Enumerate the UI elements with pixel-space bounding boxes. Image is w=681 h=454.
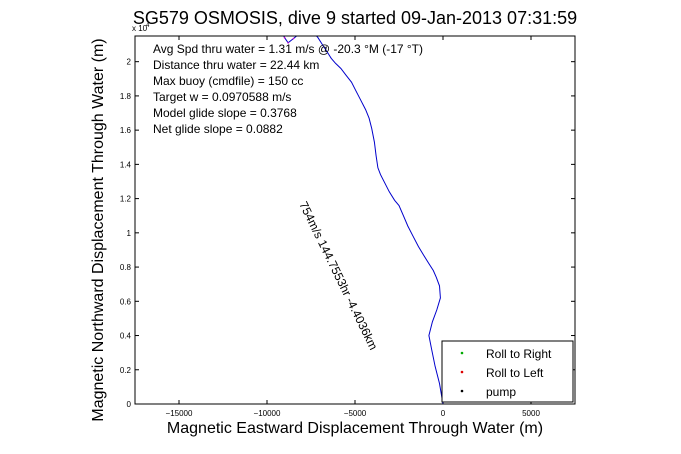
y-tick-label: 0.6 xyxy=(120,297,132,306)
y-tick-label: 2 xyxy=(127,58,132,67)
y-axis-label: Magnetic Northward Displacement Through … xyxy=(90,38,107,421)
legend-box xyxy=(441,340,574,403)
y-tick-label: 1.2 xyxy=(120,195,132,204)
x-tick-label: −5000 xyxy=(344,409,367,418)
stats-annotations: Avg Spd thru water = 1.31 m/s @ -20.3 °M… xyxy=(153,42,423,136)
stats-annotation: Max buoy (cmdfile) = 150 cc xyxy=(153,74,303,88)
stats-annotation: Distance thru water = 22.44 km xyxy=(153,58,319,72)
legend-label: pump xyxy=(486,385,516,399)
stats-annotation: Net glide slope = 0.0882 xyxy=(153,122,283,136)
x-tick-label: 0 xyxy=(441,409,446,418)
legend-marker xyxy=(460,389,464,393)
y-exponent-base: x 10 xyxy=(132,24,148,33)
series-point xyxy=(287,42,289,44)
series-layer xyxy=(280,30,444,404)
stats-annotation: Avg Spd thru water = 1.31 m/s @ -20.3 °M… xyxy=(153,42,423,56)
series-line xyxy=(283,36,444,404)
x-tick-label: 5000 xyxy=(522,409,540,418)
plot-frame xyxy=(134,35,576,405)
y-tick-label: 0.2 xyxy=(120,366,132,375)
series-point xyxy=(283,36,286,39)
legend-label: Roll to Left xyxy=(486,366,544,380)
y-tick-label: 0.8 xyxy=(120,263,132,272)
y-tick-label: 1 xyxy=(127,229,132,238)
x-tick-label: −10000 xyxy=(254,409,281,418)
y-tick-label: 1.6 xyxy=(120,126,132,135)
stats-annotation: Target w = 0.0970588 m/s xyxy=(153,90,291,104)
x-tick-label: −15000 xyxy=(166,409,193,418)
path-annotation: 754m/s 144.7553hr -4.4036km xyxy=(296,199,380,352)
y-tick-label: 0.4 xyxy=(120,332,132,341)
x-axis-label: Magnetic Eastward Displacement Through W… xyxy=(167,420,543,437)
series-point xyxy=(292,37,295,40)
chart-title: SG579 OSMOSIS, dive 9 started 09-Jan-201… xyxy=(133,8,577,28)
y-exponent-power: 4 xyxy=(146,23,150,29)
y-tick-label: 1.8 xyxy=(120,92,132,101)
y-tick-label: 1.4 xyxy=(120,160,132,169)
y-exponent: x 10 4 xyxy=(132,23,150,33)
legend-label: Roll to Right xyxy=(486,347,552,361)
legend: Roll to Right Roll to Left pump xyxy=(441,340,574,403)
y-tick-label: 0 xyxy=(127,400,132,409)
series-point xyxy=(280,30,282,32)
legend-marker xyxy=(460,351,464,355)
legend-marker xyxy=(460,370,464,374)
stats-annotation: Model glide slope = 0.3768 xyxy=(153,106,297,120)
